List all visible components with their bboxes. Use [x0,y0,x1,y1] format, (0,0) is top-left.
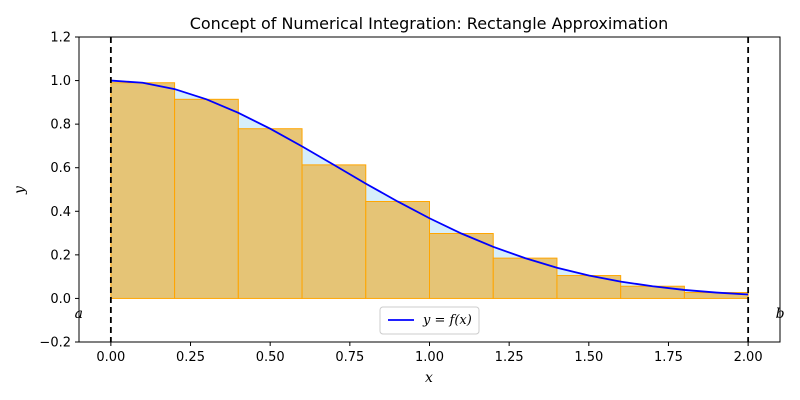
x-tick-label: 1.25 [495,350,524,365]
approximation-rectangle [365,200,431,299]
x-tick-label: 2.00 [734,350,763,365]
approximation-rectangle [174,98,239,299]
y-tick-label: 0.4 [50,205,71,220]
axis-ticks: 0.00 0.25 0.50 0.75 1.00 1.25 1.50 1.75 2.00 −0.2… [39,31,762,366]
x-tick-label: 0.25 [176,350,205,365]
y-tick-label: 1.2 [50,31,71,46]
y-tick-label: 0.0 [50,292,71,307]
x-tick-label: 1.50 [574,350,603,365]
legend-box [379,306,480,335]
x-tick-label: 1.75 [654,350,683,365]
chart-title: Concept of Numerical Integration: Rectan… [190,14,669,33]
legend-entry-curve: y = f(x) [422,313,472,328]
approximation-rectangle [110,82,176,299]
x-tick-label: 1.00 [415,350,444,365]
function-curve [110,79,749,296]
y-tick-label: 0.6 [50,161,71,176]
x-tick-label: 0.00 [96,350,125,365]
x-axis-title: x [425,370,433,386]
y-tick-label: −0.2 [39,336,71,351]
approximation-rectangle [237,128,303,299]
x-tick-label: 0.50 [256,350,285,365]
y-tick-label: 0.2 [50,248,71,263]
y-axis-title: y [12,185,28,195]
approximation-rectangle [301,164,367,299]
x-tick-label: 0.75 [335,350,364,365]
y-tick-label: 0.8 [50,118,71,133]
legend: y = f(x) [379,306,480,335]
y-tick-label: 1.0 [50,74,71,89]
